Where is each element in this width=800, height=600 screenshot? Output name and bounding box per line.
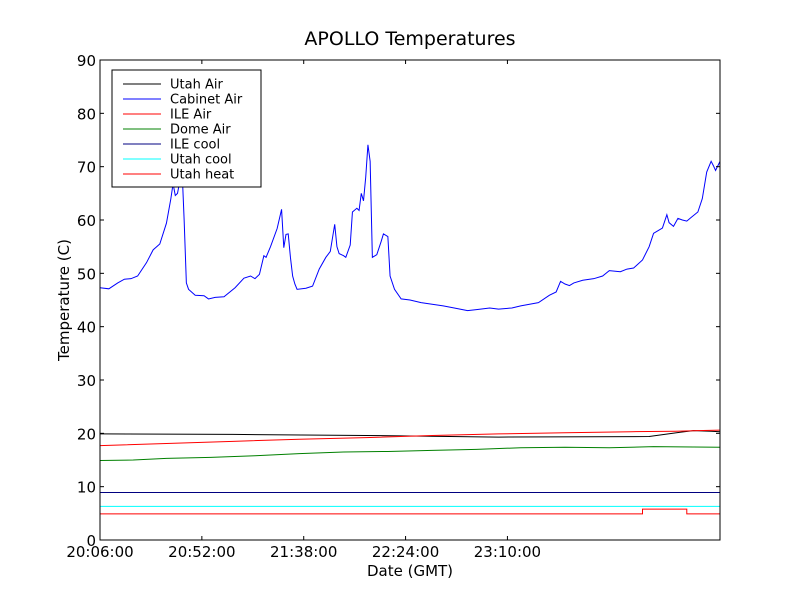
legend-label: ILE cool (170, 138, 220, 153)
y-tick-label: 20 (77, 425, 96, 443)
y-tick-label: 10 (77, 479, 96, 497)
series-line-utah-air (100, 430, 720, 438)
x-tick-label: 23:10:00 (474, 543, 541, 561)
series-line-ile-air (100, 429, 720, 447)
legend-label: Cabinet Air (170, 93, 243, 108)
y-tick-label: 90 (77, 52, 96, 70)
legend-label: Utah cool (170, 153, 232, 168)
y-tick-label: 50 (77, 265, 96, 283)
series-line-dome-air (100, 446, 720, 462)
y-tick-label: 0 (86, 532, 96, 550)
x-tick-label: 20:52:00 (168, 543, 235, 561)
series-layer (100, 144, 720, 515)
legend-label: ILE Air (170, 108, 212, 123)
x-tick-label: 21:38:00 (270, 543, 337, 561)
series-line-utah-heat (100, 508, 720, 515)
y-axis-label: Temperature (C) (55, 239, 73, 362)
x-tick-label: 22:24:00 (372, 543, 439, 561)
axes-frame (99, 59, 721, 541)
y-tick-label: 30 (77, 372, 96, 390)
legend-label: Utah heat (170, 168, 234, 183)
y-tick-label: 60 (77, 212, 96, 230)
x-tick-label: 20:06:00 (66, 543, 133, 561)
y-tick-label: 40 (77, 319, 96, 337)
y-tick-label: 80 (77, 105, 96, 123)
ticks-layer: 0 10 20 30 40 50 60 70 80 90 20:06:00 20:52:00 21:38… (66, 52, 720, 561)
legend-label: Utah Air (170, 78, 223, 93)
legend-label: Dome Air (170, 123, 231, 138)
series-line-cabinet-air (100, 144, 720, 312)
x-axis-label: Date (GMT) (367, 562, 453, 580)
chart-title: APOLLO Temperatures (304, 28, 515, 50)
y-tick-label: 70 (77, 159, 96, 177)
